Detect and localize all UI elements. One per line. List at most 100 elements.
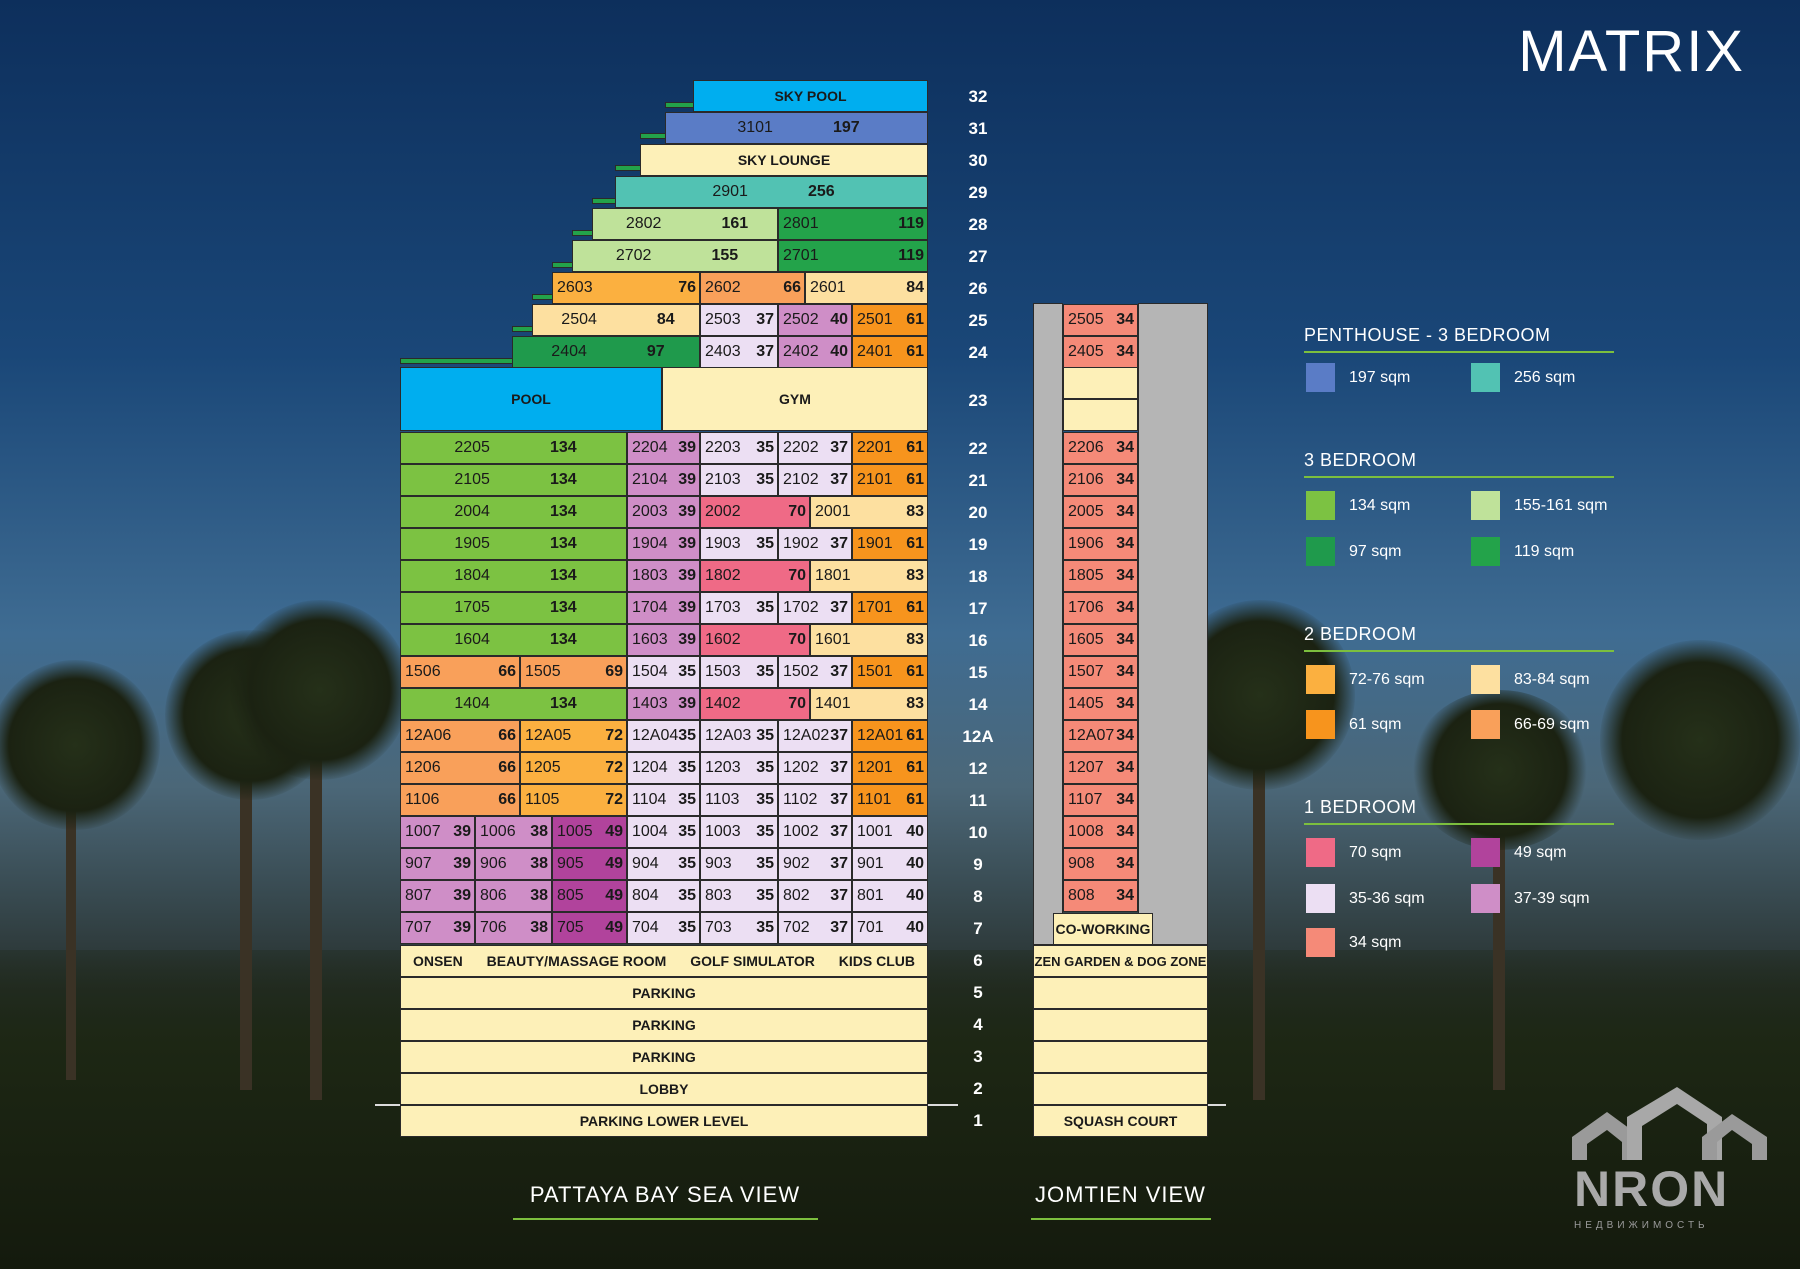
unit-cell[interactable]: 1103 35 <box>700 784 778 816</box>
unit-cell[interactable]: 706 38 <box>475 912 552 944</box>
unit-cell[interactable]: 2402 40 <box>778 336 852 368</box>
unit-cell[interactable]: 3101 197 <box>665 112 928 144</box>
unit-cell[interactable]: 2201 61 <box>852 432 928 464</box>
unit-cell[interactable]: 2503 37 <box>700 304 778 336</box>
side-unit-cell[interactable]: 2405 34 <box>1063 336 1138 368</box>
unit-cell[interactable]: 12A05 72 <box>520 720 627 752</box>
unit-cell[interactable]: 2801 119 <box>778 208 928 240</box>
side-unit-cell[interactable]: 2005 34 <box>1063 496 1138 528</box>
unit-cell[interactable]: 804 35 <box>627 880 700 912</box>
unit-cell[interactable]: 1703 35 <box>700 592 778 624</box>
unit-cell[interactable]: 705 49 <box>552 912 627 944</box>
unit-cell[interactable]: 807 39 <box>400 880 475 912</box>
unit-cell[interactable]: 2702 155 <box>572 240 778 272</box>
unit-cell[interactable]: 1803 39 <box>627 560 700 592</box>
side-unit-cell[interactable]: 1405 34 <box>1063 688 1138 720</box>
unit-cell[interactable]: 903 35 <box>700 848 778 880</box>
unit-cell[interactable]: 907 39 <box>400 848 475 880</box>
unit-cell[interactable]: 702 37 <box>778 912 852 944</box>
unit-cell[interactable]: 704 35 <box>627 912 700 944</box>
unit-cell[interactable]: 1702 37 <box>778 592 852 624</box>
unit-cell[interactable]: 1402 70 <box>700 688 810 720</box>
side-unit-cell[interactable]: 1906 34 <box>1063 528 1138 560</box>
unit-cell[interactable]: 1902 37 <box>778 528 852 560</box>
side-unit-cell[interactable]: 908 34 <box>1063 848 1138 880</box>
side-unit-cell[interactable]: 1605 34 <box>1063 624 1138 656</box>
unit-cell[interactable]: 1501 61 <box>852 656 928 688</box>
unit-cell[interactable]: 1201 61 <box>852 752 928 784</box>
side-unit-cell[interactable]: 1207 34 <box>1063 752 1138 784</box>
unit-cell[interactable]: 2105 134 <box>400 464 627 496</box>
unit-cell[interactable]: 2204 39 <box>627 432 700 464</box>
unit-cell[interactable]: 1106 66 <box>400 784 520 816</box>
unit-cell[interactable]: 1203 35 <box>700 752 778 784</box>
unit-cell[interactable]: 1802 70 <box>700 560 810 592</box>
unit-cell[interactable]: 12A01 61 <box>852 720 928 752</box>
unit-cell[interactable]: 805 49 <box>552 880 627 912</box>
unit-cell[interactable]: 1804 134 <box>400 560 627 592</box>
unit-cell[interactable]: 1001 40 <box>852 816 928 848</box>
unit-cell[interactable]: 1801 83 <box>810 560 928 592</box>
unit-cell[interactable]: 2203 35 <box>700 432 778 464</box>
unit-cell[interactable]: 1602 70 <box>700 624 810 656</box>
unit-cell[interactable]: 703 35 <box>700 912 778 944</box>
unit-cell[interactable]: 2602 66 <box>700 272 805 304</box>
unit-cell[interactable]: 2603 76 <box>552 272 700 304</box>
unit-cell[interactable]: 2404 97 <box>512 336 700 368</box>
unit-cell[interactable]: 1904 39 <box>627 528 700 560</box>
unit-cell[interactable]: 1105 72 <box>520 784 627 816</box>
unit-cell[interactable]: 2403 37 <box>700 336 778 368</box>
unit-cell[interactable]: 2202 37 <box>778 432 852 464</box>
unit-cell[interactable]: 2501 61 <box>852 304 928 336</box>
unit-cell[interactable]: 1601 83 <box>810 624 928 656</box>
unit-cell[interactable]: 12A04 35 <box>627 720 700 752</box>
side-unit-cell[interactable]: 2505 34 <box>1063 304 1138 336</box>
unit-cell[interactable]: 901 40 <box>852 848 928 880</box>
unit-cell[interactable]: 1705 134 <box>400 592 627 624</box>
unit-cell[interactable]: 2205 134 <box>400 432 627 464</box>
unit-cell[interactable]: 2701 119 <box>778 240 928 272</box>
unit-cell[interactable]: 2504 84 <box>532 304 700 336</box>
unit-cell[interactable]: 1204 35 <box>627 752 700 784</box>
unit-cell[interactable]: 1503 35 <box>700 656 778 688</box>
side-unit-cell[interactable]: 1507 34 <box>1063 656 1138 688</box>
unit-cell[interactable]: 1101 61 <box>852 784 928 816</box>
unit-cell[interactable]: 12A03 35 <box>700 720 778 752</box>
unit-cell[interactable]: 2901 256 <box>615 176 928 208</box>
unit-cell[interactable]: 1701 61 <box>852 592 928 624</box>
unit-cell[interactable]: 1506 66 <box>400 656 520 688</box>
unit-cell[interactable]: 1104 35 <box>627 784 700 816</box>
unit-cell[interactable]: 902 37 <box>778 848 852 880</box>
unit-cell[interactable]: 2001 83 <box>810 496 928 528</box>
unit-cell[interactable]: 1704 39 <box>627 592 700 624</box>
unit-cell[interactable]: 1004 35 <box>627 816 700 848</box>
unit-cell[interactable]: 2101 61 <box>852 464 928 496</box>
side-unit-cell[interactable]: 1706 34 <box>1063 592 1138 624</box>
unit-cell[interactable]: 1404 134 <box>400 688 627 720</box>
unit-cell[interactable]: 906 38 <box>475 848 552 880</box>
side-unit-cell[interactable]: 808 34 <box>1063 880 1138 912</box>
side-unit-cell[interactable]: 2206 34 <box>1063 432 1138 464</box>
unit-cell[interactable]: 1905 134 <box>400 528 627 560</box>
side-unit-cell[interactable]: 1107 34 <box>1063 784 1138 816</box>
unit-cell[interactable]: 1401 83 <box>810 688 928 720</box>
unit-cell[interactable]: 802 37 <box>778 880 852 912</box>
unit-cell[interactable]: 1603 39 <box>627 624 700 656</box>
unit-cell[interactable]: 12A02 37 <box>778 720 852 752</box>
unit-cell[interactable]: 707 39 <box>400 912 475 944</box>
unit-cell[interactable]: 2401 61 <box>852 336 928 368</box>
unit-cell[interactable]: 1504 35 <box>627 656 700 688</box>
unit-cell[interactable]: 2502 40 <box>778 304 852 336</box>
unit-cell[interactable]: 1403 39 <box>627 688 700 720</box>
unit-cell[interactable]: 1005 49 <box>552 816 627 848</box>
side-unit-cell[interactable]: 1805 34 <box>1063 560 1138 592</box>
unit-cell[interactable]: 1102 37 <box>778 784 852 816</box>
unit-cell[interactable]: 701 40 <box>852 912 928 944</box>
unit-cell[interactable]: 2004 134 <box>400 496 627 528</box>
unit-cell[interactable]: 1505 69 <box>520 656 627 688</box>
side-unit-cell[interactable]: 2106 34 <box>1063 464 1138 496</box>
unit-cell[interactable]: 1502 37 <box>778 656 852 688</box>
unit-cell[interactable]: 1007 39 <box>400 816 475 848</box>
unit-cell[interactable]: 801 40 <box>852 880 928 912</box>
unit-cell[interactable]: 905 49 <box>552 848 627 880</box>
